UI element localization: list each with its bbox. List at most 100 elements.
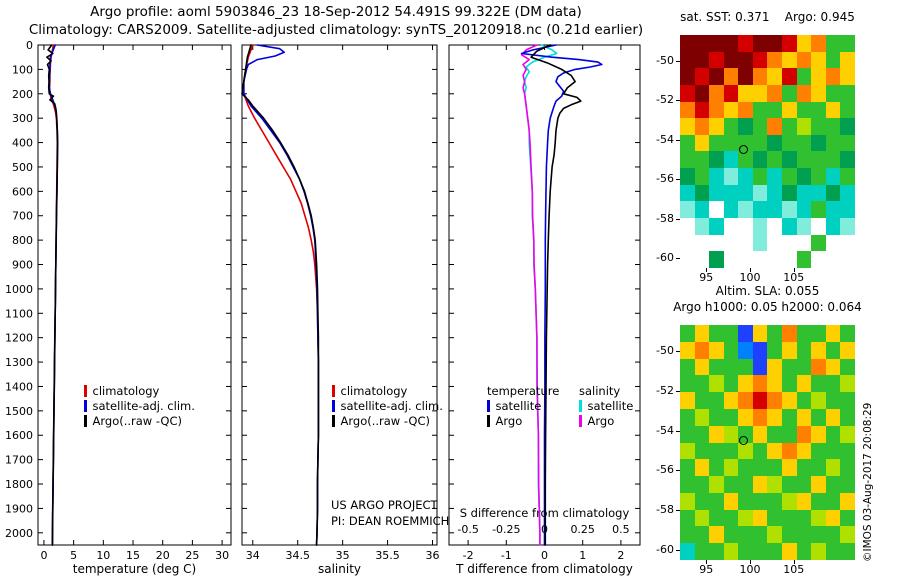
map-cell <box>782 234 797 252</box>
map-cell <box>796 134 812 152</box>
map-cell <box>680 234 695 252</box>
map-cell <box>796 526 812 544</box>
map-cell <box>723 218 739 235</box>
y-tick-label: 300 <box>12 112 33 125</box>
map-cell <box>694 234 710 252</box>
map-cell <box>782 543 797 560</box>
x-tick-label: 15 <box>126 549 140 562</box>
map-cell <box>825 168 841 185</box>
map-cell <box>680 84 695 102</box>
map-cell <box>840 358 855 376</box>
map-cell <box>752 425 768 443</box>
map-cell <box>811 68 826 85</box>
map-cell <box>752 151 768 169</box>
map-cell <box>825 84 841 102</box>
map-x-tick-label: 105 <box>783 271 805 284</box>
legend-label: Argo(..raw -QC) <box>92 414 183 428</box>
map-cell <box>694 325 710 342</box>
legend-swatch-t-argo <box>487 415 490 427</box>
legend-swatch-climatology <box>84 385 87 397</box>
map-cell <box>752 408 768 426</box>
map-cell <box>825 509 841 527</box>
map-cell <box>694 201 710 219</box>
series-t-satellite <box>520 44 603 546</box>
map-cell <box>767 218 783 235</box>
map-cell <box>738 218 753 235</box>
legend-swatch-s-satellite <box>579 400 582 412</box>
map-cell <box>782 134 797 152</box>
map-cell <box>738 442 753 460</box>
map-cell <box>738 234 753 252</box>
x-tick-label: 10 <box>96 549 110 562</box>
map-cell <box>694 118 710 135</box>
map-cell <box>840 201 855 219</box>
x-tick-label: 1 <box>579 549 586 562</box>
legend-entry: satellite <box>487 399 579 414</box>
map-cell <box>767 425 783 443</box>
map-cell <box>738 392 753 409</box>
map-cell <box>709 251 724 268</box>
map-cell <box>811 151 826 169</box>
map-x-tick-label: 105 <box>783 563 805 576</box>
map-cell <box>694 526 710 544</box>
map-cell <box>767 476 783 493</box>
map-cell <box>694 492 710 510</box>
project-note-line1: US ARGO PROJECT <box>331 498 438 512</box>
map-cell <box>738 201 753 219</box>
argo-position-marker <box>738 435 748 445</box>
tick-mark <box>676 60 680 62</box>
tick-mark <box>793 268 795 272</box>
s-tick-label: 0.5 <box>612 523 630 536</box>
map-cell <box>767 68 783 85</box>
map-cell <box>767 509 783 527</box>
map-cell <box>709 218 724 235</box>
map-cell <box>709 101 724 119</box>
map-cell <box>840 184 855 202</box>
temperature-xlabel: temperature (deg C) <box>72 562 197 576</box>
map-cell <box>752 492 768 510</box>
map-cell <box>738 325 753 342</box>
map-cell <box>680 492 695 510</box>
map-cell <box>752 51 768 69</box>
map-cell <box>694 218 710 235</box>
map-cell <box>825 35 841 52</box>
map-cell <box>723 234 739 252</box>
map-cell <box>694 68 710 85</box>
y-tick-label: 1000 <box>5 283 33 296</box>
y-tick-label: 2000 <box>5 527 33 540</box>
map-cell <box>767 392 783 409</box>
legend-temperature-panel: climatology satellite-adj. clim. Argo(..… <box>84 384 195 429</box>
map-cell <box>694 509 710 527</box>
map-cell <box>694 35 710 52</box>
y-tick-label: 1600 <box>5 429 33 442</box>
tick-mark <box>676 139 680 141</box>
project-note-line2: PI: DEAN ROEMMICH <box>331 514 450 528</box>
map-cell <box>680 101 695 119</box>
map-cell <box>723 118 739 135</box>
map-cell <box>694 84 710 102</box>
map-cell <box>723 251 739 268</box>
map-cell <box>796 151 812 169</box>
map-cell <box>752 392 768 409</box>
map-cell <box>680 543 695 560</box>
map-cell <box>738 51 753 69</box>
map-cell <box>723 325 739 342</box>
map-cell <box>680 134 695 152</box>
map-cell <box>811 476 826 493</box>
tick-mark <box>676 218 680 220</box>
map-cell <box>782 476 797 493</box>
map-cell <box>840 218 855 235</box>
tick-mark <box>676 390 680 392</box>
map-cell <box>680 442 695 460</box>
y-tick-label: 1200 <box>5 332 33 345</box>
map-cell <box>825 408 841 426</box>
tick-mark <box>676 470 680 472</box>
map-cell <box>694 425 710 443</box>
legend-label: Argo <box>495 414 523 428</box>
map-cell <box>752 251 768 268</box>
map-cell <box>782 68 797 85</box>
y-tick-label: 1800 <box>5 478 33 491</box>
map-cell <box>694 375 710 393</box>
tick-mark <box>793 560 795 564</box>
map-cell <box>840 35 855 52</box>
